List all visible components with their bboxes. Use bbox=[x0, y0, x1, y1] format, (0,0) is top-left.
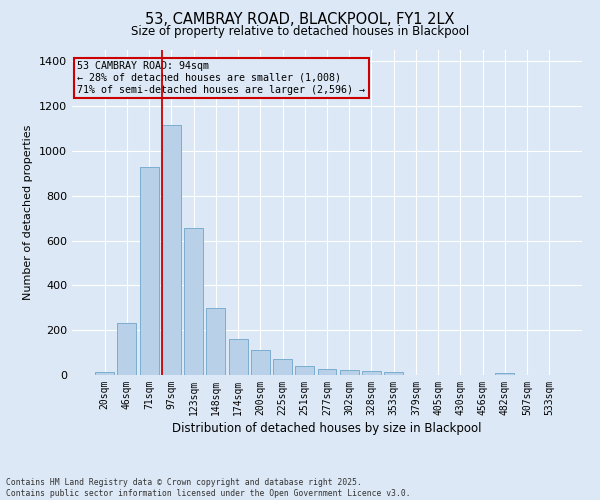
Bar bbox=[184, 228, 203, 375]
Y-axis label: Number of detached properties: Number of detached properties bbox=[23, 125, 34, 300]
Bar bbox=[118, 324, 136, 375]
Bar bbox=[95, 372, 114, 375]
Text: Size of property relative to detached houses in Blackpool: Size of property relative to detached ho… bbox=[131, 25, 469, 38]
Text: 53, CAMBRAY ROAD, BLACKPOOL, FY1 2LX: 53, CAMBRAY ROAD, BLACKPOOL, FY1 2LX bbox=[145, 12, 455, 28]
Bar bbox=[496, 373, 514, 375]
Bar bbox=[206, 308, 225, 375]
Bar bbox=[140, 166, 158, 375]
Bar bbox=[251, 350, 270, 375]
Bar bbox=[229, 339, 248, 375]
Bar bbox=[340, 370, 359, 375]
X-axis label: Distribution of detached houses by size in Blackpool: Distribution of detached houses by size … bbox=[172, 422, 482, 435]
Bar bbox=[317, 370, 337, 375]
Text: 53 CAMBRAY ROAD: 94sqm
← 28% of detached houses are smaller (1,008)
71% of semi-: 53 CAMBRAY ROAD: 94sqm ← 28% of detached… bbox=[77, 62, 365, 94]
Bar bbox=[162, 125, 181, 375]
Bar bbox=[384, 372, 403, 375]
Bar bbox=[362, 370, 381, 375]
Bar bbox=[295, 366, 314, 375]
Bar bbox=[273, 360, 292, 375]
Text: Contains HM Land Registry data © Crown copyright and database right 2025.
Contai: Contains HM Land Registry data © Crown c… bbox=[6, 478, 410, 498]
